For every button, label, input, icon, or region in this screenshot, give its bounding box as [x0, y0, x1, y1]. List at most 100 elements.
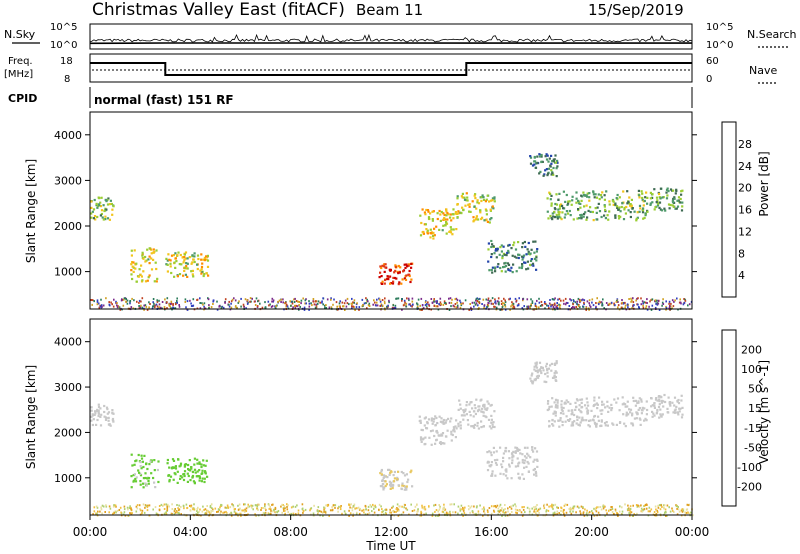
- ground-scatter-cell: [373, 511, 376, 514]
- echo-cell: [534, 166, 538, 169]
- echo-cell: [546, 402, 550, 405]
- ground-scatter-cell: [508, 298, 510, 301]
- ground-scatter-cell: [462, 509, 465, 512]
- echo-cell: [408, 269, 411, 273]
- ground-scatter-cell: [527, 305, 530, 308]
- ground-scatter-cell: [637, 504, 639, 507]
- ground-scatter-cell: [462, 506, 464, 509]
- colorbar-tick-label: 28: [738, 138, 752, 151]
- ground-scatter-cell: [259, 302, 261, 305]
- echo-cell: [420, 428, 423, 431]
- echo-cell: [482, 425, 485, 428]
- echo-cell: [659, 187, 662, 190]
- ground-scatter-cell: [473, 505, 475, 508]
- ground-scatter-cell: [170, 300, 173, 303]
- echo-cell: [402, 270, 405, 273]
- colorbar-tick-label: 16: [738, 204, 752, 217]
- echo-cell: [485, 198, 488, 201]
- ground-scatter-cell: [163, 512, 166, 515]
- echo-cell: [112, 420, 115, 423]
- echo-cell: [444, 218, 447, 221]
- echo-cell: [540, 160, 543, 164]
- echo-cell: [551, 212, 554, 215]
- ground-scatter-cell: [496, 504, 499, 507]
- echo-cell: [623, 208, 626, 211]
- ground-scatter-cell: [606, 512, 608, 515]
- ground-scatter-cell: [352, 301, 354, 304]
- echo-cell: [571, 199, 574, 202]
- ground-scatter-cell: [650, 308, 653, 311]
- echo-cell: [681, 201, 684, 204]
- ground-scatter-cell: [401, 298, 403, 300]
- ground-scatter-cell: [357, 506, 360, 509]
- echo-cell: [555, 213, 558, 216]
- echo-cell: [502, 473, 505, 476]
- echo-cell: [630, 204, 633, 207]
- echo-cell: [157, 460, 160, 463]
- ground-scatter-cell: [380, 505, 382, 508]
- echo-cell: [489, 208, 492, 211]
- echo-cell: [170, 254, 174, 257]
- echo-cell: [192, 275, 195, 278]
- ground-scatter-cell: [668, 302, 670, 305]
- echo-cell: [547, 167, 550, 170]
- ground-scatter-cell: [186, 308, 189, 311]
- ground-scatter-cell: [210, 503, 213, 506]
- ground-scatter-cell: [396, 509, 399, 512]
- ground-scatter-cell: [584, 508, 586, 511]
- ground-scatter-cell: [351, 297, 353, 300]
- echo-cell: [588, 419, 591, 422]
- echo-cell: [561, 424, 564, 427]
- ground-scatter-cell: [298, 304, 300, 307]
- echo-cell: [492, 421, 495, 424]
- echo-cell: [643, 419, 646, 422]
- echo-cell: [669, 203, 672, 207]
- echo-cell: [500, 250, 503, 253]
- echo-cell: [550, 369, 553, 372]
- echo-cell: [405, 274, 408, 277]
- echo-cell: [195, 475, 198, 478]
- y-tick-label: 2000: [54, 220, 82, 233]
- echo-cell: [206, 259, 210, 262]
- ground-scatter-cell: [260, 509, 262, 511]
- ground-scatter-cell: [236, 512, 238, 515]
- echo-cell: [546, 174, 549, 177]
- echo-cell: [388, 268, 391, 271]
- echo-cell: [491, 271, 494, 274]
- echo-cell: [490, 217, 493, 220]
- ground-scatter-cell: [631, 299, 633, 302]
- echo-cell: [624, 212, 627, 215]
- echo-cell: [419, 438, 423, 441]
- ground-scatter-cell: [304, 508, 307, 511]
- echo-cell: [564, 420, 567, 423]
- ground-scatter-cell: [616, 298, 619, 301]
- echo-cell: [132, 270, 135, 273]
- echo-cell: [99, 214, 102, 217]
- ground-scatter-cell: [286, 506, 288, 508]
- ground-scatter-cell: [274, 508, 277, 510]
- ground-scatter-cell: [108, 303, 111, 306]
- ground-scatter-cell: [548, 302, 551, 305]
- echo-cell: [410, 266, 413, 269]
- echo-cell: [99, 205, 102, 208]
- ground-scatter-cell: [556, 506, 558, 509]
- ground-scatter-cell: [589, 305, 592, 308]
- echo-cell: [493, 459, 497, 462]
- ground-scatter-cell: [180, 513, 182, 516]
- echo-cell: [533, 467, 536, 471]
- echo-cell: [425, 208, 428, 212]
- ground-scatter-cell: [640, 303, 643, 306]
- echo-cell: [680, 193, 683, 196]
- echo-cell: [407, 478, 410, 481]
- echo-cell: [150, 472, 153, 475]
- echo-cell: [177, 458, 180, 461]
- echo-cell: [406, 480, 409, 484]
- ground-scatter-cell: [332, 303, 334, 306]
- echo-cell: [579, 214, 582, 217]
- echo-cell: [130, 273, 133, 276]
- ground-scatter-cell: [520, 511, 523, 514]
- echo-cell: [681, 205, 684, 208]
- echo-cell: [532, 264, 535, 267]
- ground-scatter-cell: [572, 510, 574, 513]
- echo-cell: [638, 417, 641, 420]
